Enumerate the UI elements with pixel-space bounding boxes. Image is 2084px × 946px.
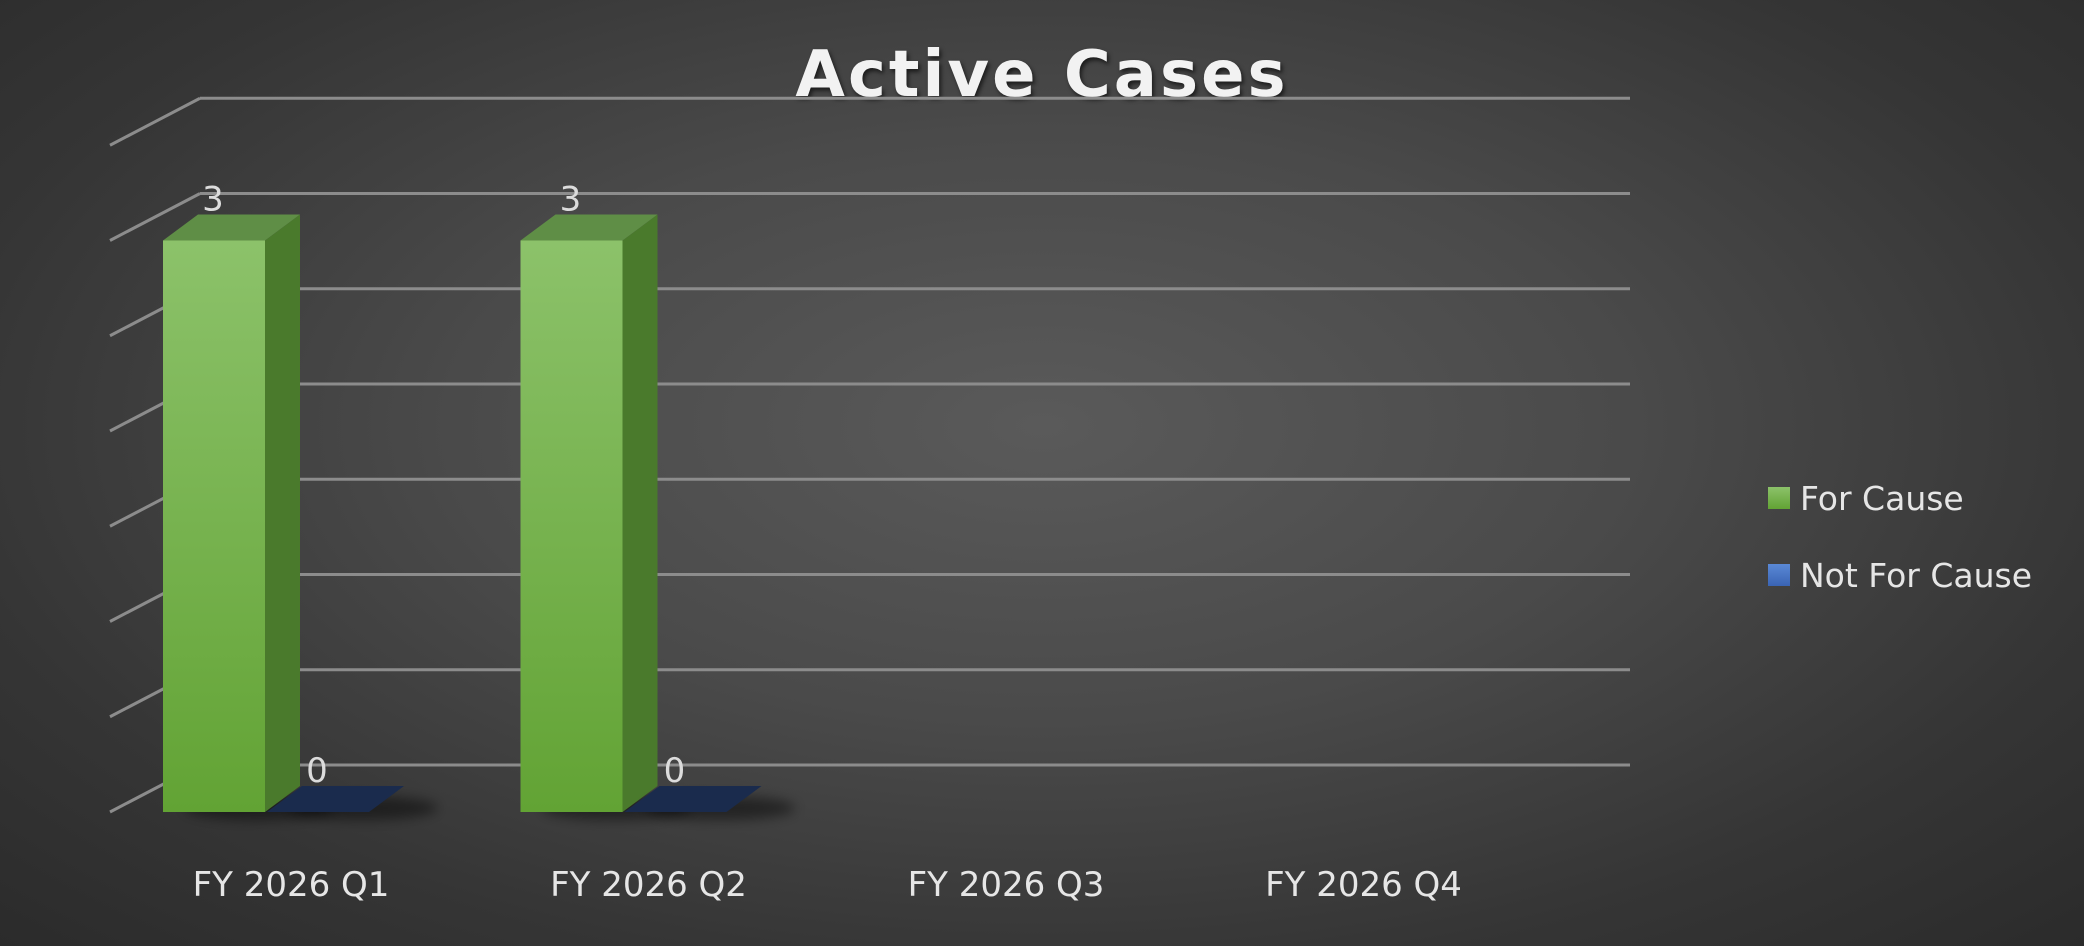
bar-for-cause-front	[520, 240, 623, 812]
legend-swatch-not-for-cause	[1768, 564, 1790, 586]
bar-not-for-cause-flat	[624, 786, 762, 812]
bar-for-cause-side	[622, 214, 658, 812]
x-tick-label: FY 2026 Q2	[550, 865, 747, 905]
bar-not-for-cause-flat	[267, 786, 404, 812]
gridline-depth	[109, 192, 201, 242]
bar-for-cause-top	[163, 214, 300, 241]
bar-for-cause-top	[520, 214, 658, 241]
bar-for-cause-front	[163, 240, 265, 812]
legend-item-for-cause: For Cause	[1768, 478, 2032, 518]
legend-label-not-for-cause: Not For Cause	[1800, 555, 2033, 595]
gridline-depth	[109, 96, 201, 147]
legend-label-for-cause: For Cause	[1800, 478, 1964, 518]
x-tick-label: FY 2026 Q3	[908, 865, 1105, 905]
x-tick-label: FY 2026 Q4	[1265, 865, 1462, 905]
bar-for-cause-side	[265, 214, 300, 812]
data-label-for-cause: 3	[202, 180, 224, 220]
legend: For Cause Not For Cause	[1768, 478, 2032, 632]
x-tick-label: FY 2026 Q1	[193, 865, 390, 905]
data-label-for-cause: 3	[560, 180, 582, 220]
legend-swatch-for-cause	[1768, 487, 1790, 509]
data-label-not-for-cause: 0	[664, 751, 686, 791]
data-label-not-for-cause: 0	[306, 751, 328, 791]
legend-item-not-for-cause: Not For Cause	[1768, 555, 2032, 595]
